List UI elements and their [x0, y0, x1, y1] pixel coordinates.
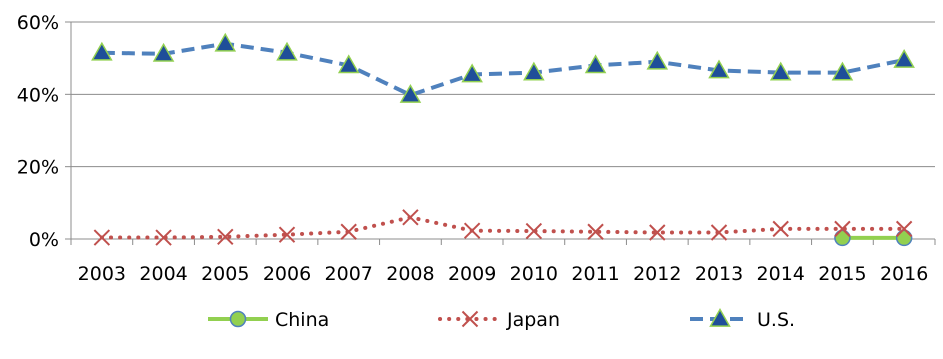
x-tick-label: 2004	[139, 263, 187, 285]
data-point-us	[708, 59, 730, 79]
legend-item-china: China	[208, 309, 329, 331]
x-tick-label: 2014	[757, 263, 805, 285]
data-point-japan	[93, 229, 111, 246]
data-point-us	[584, 54, 607, 74]
data-point-japan	[340, 223, 357, 240]
legend-marker-china	[229, 310, 247, 328]
x-tick-label: 2006	[263, 263, 311, 285]
data-point-us	[646, 50, 669, 70]
data-point-us	[769, 61, 792, 81]
legend-marker-us	[709, 307, 731, 327]
data-point-japan	[278, 226, 296, 243]
series-line-us	[101, 41, 905, 98]
data-point-japan	[463, 222, 481, 239]
data-point-us	[152, 42, 175, 62]
x-tick-label: 2010	[510, 263, 558, 285]
x-tick-label: 2013	[695, 263, 743, 285]
data-point-japan	[587, 223, 604, 240]
data-point-japan	[649, 224, 666, 241]
series-japan	[93, 209, 913, 246]
data-point-japan	[402, 209, 419, 226]
data-point-china	[834, 229, 851, 247]
data-point-japan	[772, 220, 789, 238]
x-tick-label: 2016	[880, 263, 928, 285]
data-point-us	[893, 48, 915, 68]
legend: China Japan U.S.	[208, 307, 795, 331]
legend-label-us: U.S.	[757, 309, 795, 331]
data-point-japan	[155, 229, 172, 246]
legend-label-japan: Japan	[506, 309, 560, 331]
data-point-us	[214, 32, 237, 52]
legend-item-us: U.S.	[690, 307, 795, 331]
data-point-us	[337, 54, 360, 74]
x-tick-label: 2011	[571, 263, 619, 285]
series-line-japan	[99, 215, 907, 240]
series-us	[91, 32, 915, 103]
legend-item-japan: Japan	[438, 309, 560, 331]
data-point-us	[276, 41, 298, 61]
axis-layer: 0% 20% 40% 60% 2003 2004 2005 2006 2007 2008 2009 2…	[17, 12, 936, 285]
data-point-japan	[217, 228, 234, 246]
data-point-us	[461, 63, 483, 83]
data-point-japan	[895, 220, 913, 238]
x-tick-label: 2015	[818, 263, 866, 285]
data-point-us	[523, 61, 545, 81]
series-layer	[91, 32, 915, 247]
x-tick-label: 2008	[386, 263, 434, 285]
legend-label-china: China	[275, 309, 329, 331]
x-tick-label: 2003	[78, 263, 126, 285]
data-point-china	[895, 229, 913, 247]
x-tick-label: 2005	[201, 263, 249, 285]
y-tick-label: 0%	[29, 229, 59, 251]
data-point-us	[399, 84, 422, 103]
data-point-japan	[710, 224, 728, 241]
x-tick-label: 2007	[325, 263, 373, 285]
x-tick-label: 2009	[448, 263, 496, 285]
legend-marker-japan	[461, 310, 479, 328]
data-point-japan	[525, 222, 543, 240]
data-point-us	[91, 41, 113, 61]
series-china	[834, 229, 913, 247]
y-tick-label: 60%	[17, 12, 59, 34]
y-tick-label: 40%	[17, 84, 59, 106]
x-tick-label: 2012	[633, 263, 681, 285]
y-tick-label: 20%	[17, 157, 59, 179]
data-point-us	[831, 61, 854, 81]
data-point-japan	[834, 220, 851, 238]
grid-layer	[71, 21, 935, 240]
